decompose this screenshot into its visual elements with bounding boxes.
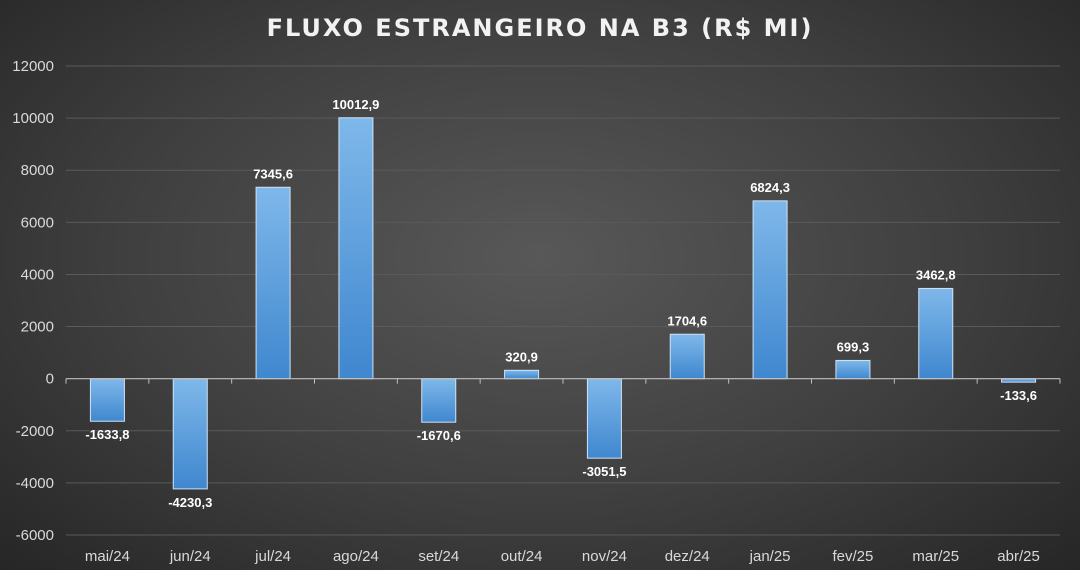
x-tick-label: mar/25 <box>912 548 959 565</box>
chart-title: FLUXO ESTRANGEIRO NA B3 (R$ MI) <box>266 14 814 42</box>
bar <box>172 378 208 490</box>
data-label: 6824,3 <box>750 180 790 195</box>
x-tick-label: jan/25 <box>749 548 791 565</box>
bar <box>504 369 540 380</box>
y-tick-label: 6000 <box>21 214 54 231</box>
bar <box>752 200 788 380</box>
x-tick-label: out/24 <box>501 548 543 565</box>
y-axis-ticks: 12000 10000 8000 6000 4000 2000 0 -2000 -4000 -60… <box>12 58 54 544</box>
y-tick-label: 10000 <box>12 110 54 127</box>
data-label: 320,9 <box>505 349 538 364</box>
x-tick-label: nov/24 <box>582 548 627 565</box>
x-tick-label: jun/24 <box>169 548 211 565</box>
bar <box>89 378 125 422</box>
x-tick-label: mai/24 <box>85 548 130 565</box>
y-tick-label: -2000 <box>16 423 54 440</box>
data-label: -1670,6 <box>417 428 461 443</box>
data-label: -1633,8 <box>85 427 129 442</box>
x-tick-label: set/24 <box>418 548 459 565</box>
data-label: 1704,6 <box>667 313 707 328</box>
y-tick-label: -6000 <box>16 527 54 544</box>
data-label: -133,6 <box>1000 388 1037 403</box>
data-label: 3462,8 <box>916 267 956 282</box>
y-tick-label: 12000 <box>12 58 54 75</box>
x-axis <box>65 378 1061 384</box>
x-tick-label: fev/25 <box>832 548 873 565</box>
gridlines <box>66 65 1060 536</box>
y-tick-label: 0 <box>46 371 54 388</box>
data-label: 699,3 <box>837 339 870 354</box>
x-tick-label: jul/24 <box>254 548 291 565</box>
bar <box>421 378 457 423</box>
bar <box>255 186 291 380</box>
y-tick-label: 4000 <box>21 266 54 283</box>
x-tick-label: dez/24 <box>665 548 710 565</box>
bars <box>89 117 1037 490</box>
bar <box>586 378 622 459</box>
x-axis-ticks: mai/24 jun/24 jul/24 ago/24 set/24 out/24 nov/… <box>85 548 1040 565</box>
bar <box>669 333 705 380</box>
data-label: 10012,9 <box>332 97 379 112</box>
y-tick-label: 8000 <box>21 162 54 179</box>
data-label: -3051,5 <box>582 464 626 479</box>
data-label: -4230,3 <box>168 495 212 510</box>
x-tick-label: ago/24 <box>333 548 379 565</box>
y-tick-label: 2000 <box>21 319 54 336</box>
data-labels: -1633,8 -4230,3 7345,6 10012,9 -1670,6 320,9 -… <box>85 97 1037 510</box>
bar <box>918 287 954 380</box>
data-label: 7345,6 <box>253 166 293 181</box>
bar <box>338 117 374 380</box>
x-tick-label: abr/25 <box>997 548 1040 565</box>
y-tick-label: -4000 <box>16 475 54 492</box>
bar <box>835 359 871 380</box>
